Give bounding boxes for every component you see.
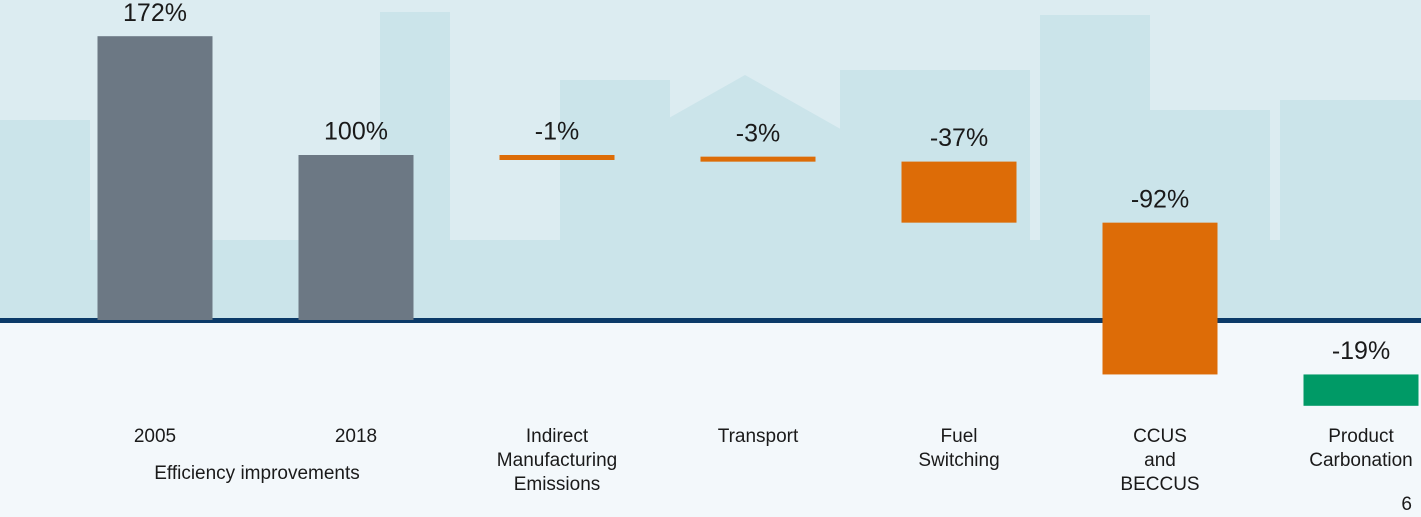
bar [901,161,1017,223]
value-label: -37% [930,124,988,152]
bar [298,155,414,320]
x-tick-label: Fuel [941,426,978,447]
value-label: 172% [123,0,187,27]
x-tick-label: Switching [918,450,999,471]
page-number: 6 [1401,494,1412,515]
bar [1303,374,1419,406]
x-tick-label: Manufacturing [497,450,617,471]
x-tick-label: Transport [718,426,799,447]
bar [700,156,816,162]
city-buildings [0,12,1421,320]
x-tick-label: BECCUS [1120,474,1199,495]
bar [97,36,213,320]
x-tick-label: and [1144,450,1176,471]
value-label: -3% [736,119,780,147]
x-tick-label: CCUS [1133,426,1187,447]
group-label: Efficiency improvements [154,463,360,484]
x-tick-label: 2018 [335,426,377,447]
x-tick-label: Indirect [526,426,589,447]
baseline [0,318,1421,323]
bar [499,155,615,160]
value-label: 100% [324,118,388,146]
value-label: -92% [1131,185,1189,213]
value-label: -19% [1332,337,1390,365]
bar [1102,222,1218,375]
value-label: -1% [535,118,579,146]
x-tick-label: Emissions [514,474,601,495]
x-tick-label: Carbonation [1309,450,1413,471]
x-tick-label: 2005 [134,426,176,447]
x-tick-label: Product [1328,426,1394,447]
